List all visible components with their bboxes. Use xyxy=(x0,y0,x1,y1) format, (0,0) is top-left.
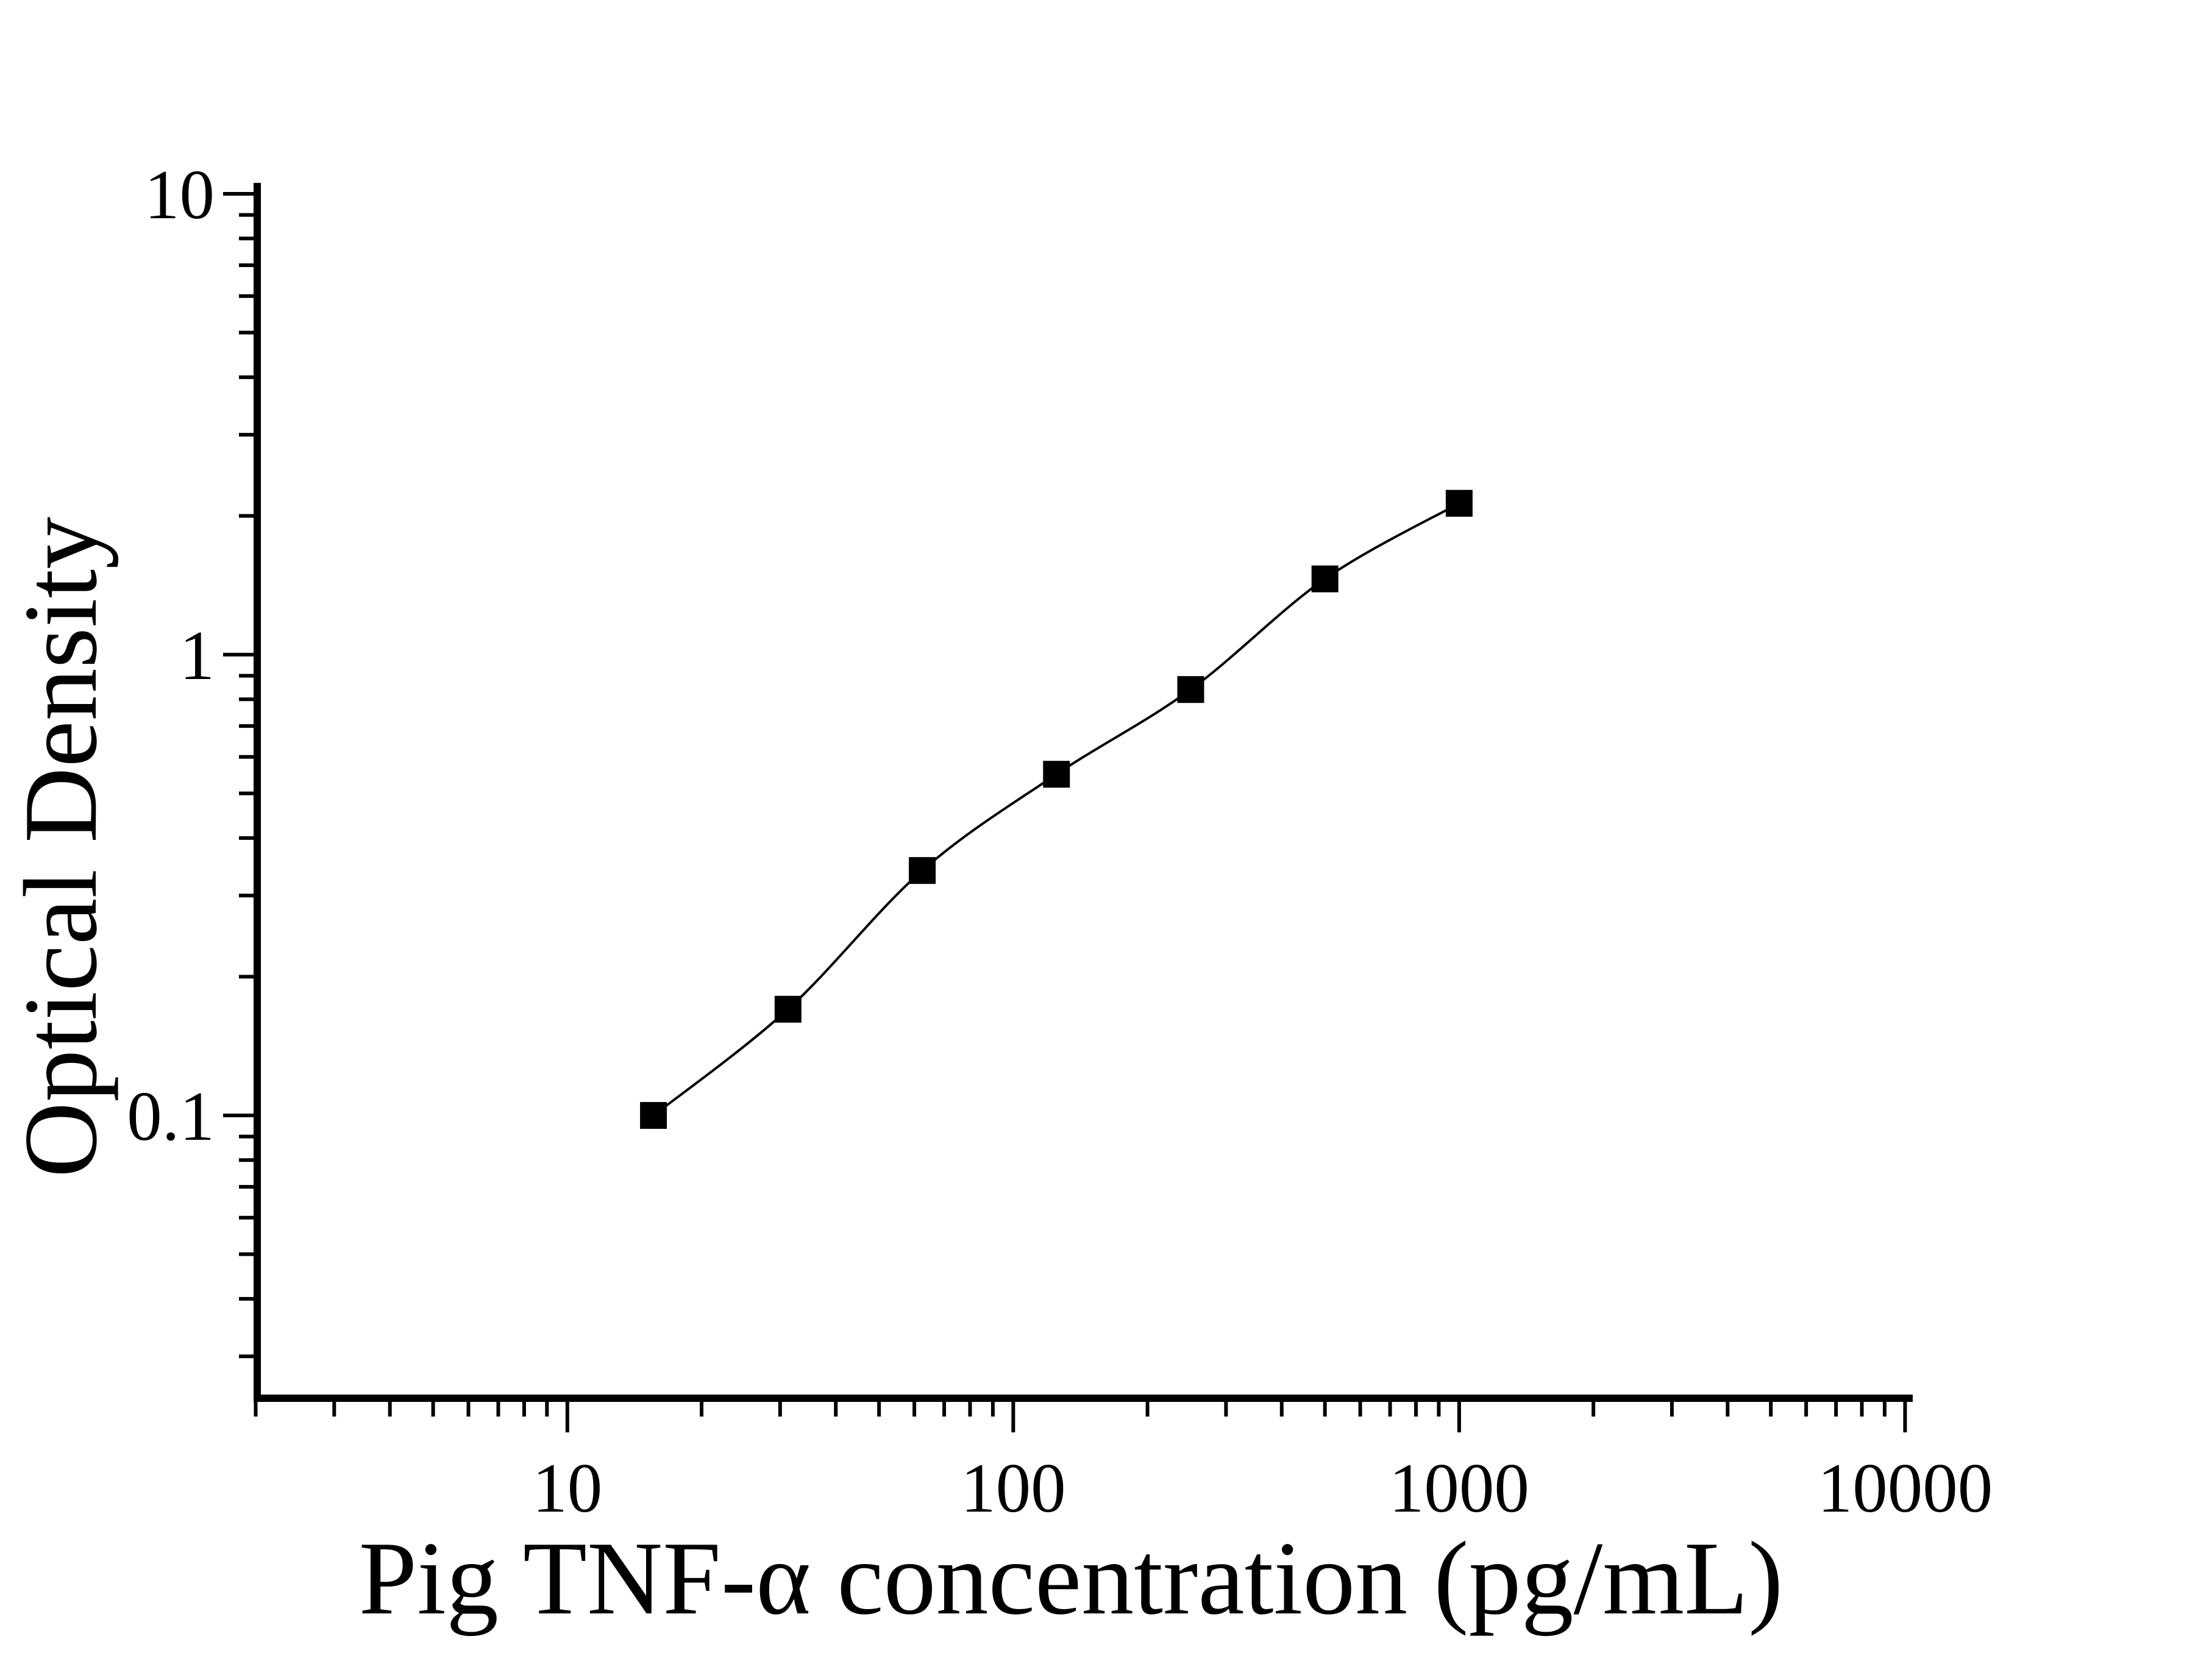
x-tick-label: 10000 xyxy=(1818,1449,1993,1527)
data-point-marker xyxy=(1311,565,1339,592)
x-tick-label: 10 xyxy=(532,1449,602,1527)
data-point-marker xyxy=(909,857,936,884)
y-tick-label: 0.1 xyxy=(127,1078,215,1155)
data-point-marker xyxy=(1043,761,1070,788)
x-tick-label: 100 xyxy=(961,1449,1066,1527)
x-axis-title: Pig TNF-α concentration (pg/mL) xyxy=(358,1521,1783,1637)
data-point-marker xyxy=(640,1102,667,1129)
data-point-marker xyxy=(1177,676,1204,703)
y-tick-label: 10 xyxy=(144,156,215,233)
y-axis-title: Optical Density xyxy=(3,516,119,1178)
data-point-marker xyxy=(774,995,802,1023)
data-point-marker xyxy=(1445,489,1473,517)
y-tick-label: 1 xyxy=(180,617,215,694)
standard-curve-line xyxy=(652,502,1460,1117)
x-tick-label: 1000 xyxy=(1389,1449,1529,1527)
